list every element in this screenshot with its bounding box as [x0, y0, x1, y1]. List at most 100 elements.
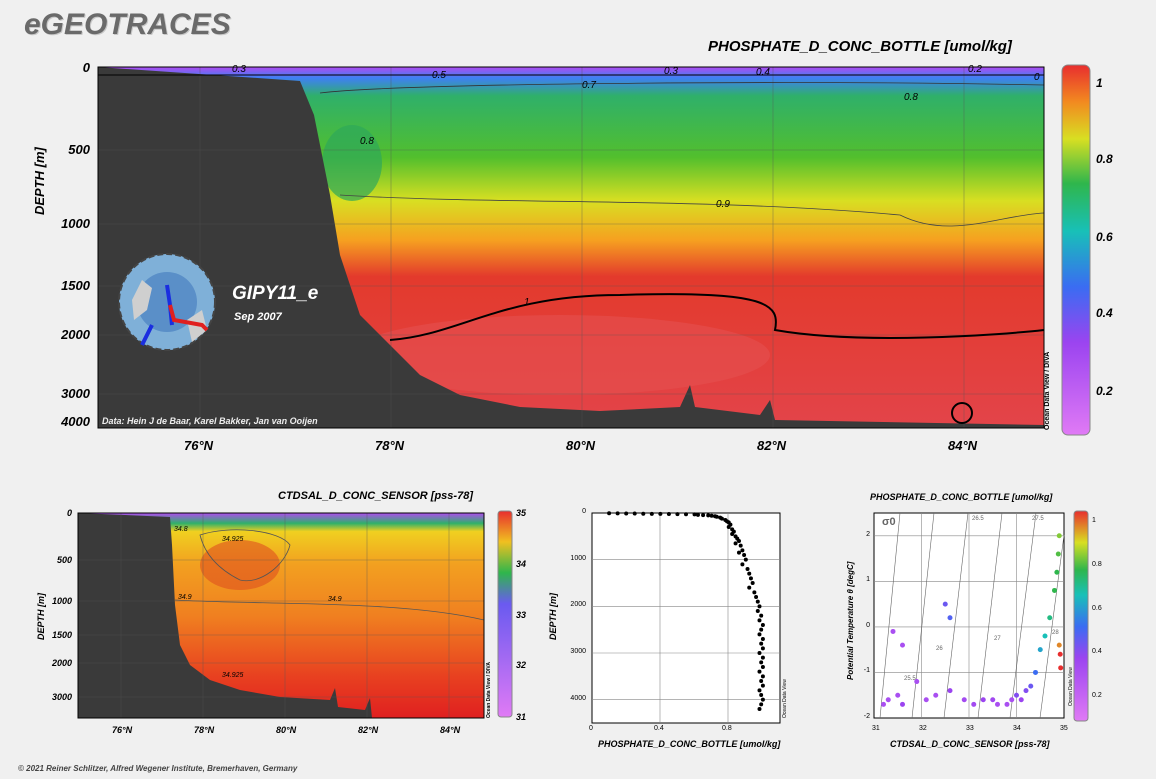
sal-xtick: 78°N [194, 725, 215, 735]
ts-point [1018, 697, 1024, 703]
profile-point [757, 604, 762, 609]
copyright: © 2021 Reiner Schlitzer, Alfred Wegener … [18, 764, 298, 773]
ts-cbar-tick: 0.4 [1092, 648, 1102, 655]
contour-label: 0.8 [360, 136, 374, 147]
profile-point [733, 541, 738, 546]
profile-point [747, 585, 752, 590]
sal-watermark: Ocean Data View / DIVA [486, 662, 492, 718]
main-xtick-2: 80°N [566, 438, 596, 453]
contour-label: 0.2 [968, 64, 982, 75]
sal-xtick: 80°N [276, 725, 297, 735]
profile-ytick: 1000 [570, 555, 586, 562]
profile-point [632, 511, 637, 516]
ts-plot [873, 510, 1089, 722]
sal-cbar-tick: 34 [516, 559, 527, 569]
main-xtick-0: 76°N [184, 438, 214, 453]
main-xtick-3: 82°N [757, 438, 787, 453]
profile-point [740, 562, 745, 567]
ts-ytick: 2 [866, 531, 870, 538]
sal-contour-label: 34.9 [328, 596, 342, 603]
profile-xtick: 0.8 [722, 725, 732, 732]
profile-point [695, 512, 700, 517]
ts-point [881, 701, 886, 707]
profile-ytick: 4000 [570, 695, 586, 702]
profile-point [666, 512, 671, 517]
main-cbar-tick-1: 0.4 [1096, 306, 1113, 320]
ts-point [980, 697, 986, 703]
egeotraces-logo: eGEOTRACES [24, 8, 231, 41]
isopycnal-label: 26.5 [972, 516, 984, 522]
main-cbar-tick-3: 0.8 [1096, 152, 1113, 166]
profile-point [752, 590, 757, 595]
profile-point [714, 514, 719, 519]
ts-cbar-tick: 0.6 [1092, 605, 1102, 612]
ts-point [942, 601, 948, 607]
profile-point [736, 550, 741, 555]
ts-point [1033, 669, 1038, 675]
profile-point [743, 557, 748, 562]
ts-point [1056, 642, 1062, 648]
ts-point [923, 697, 929, 703]
profile-point [760, 646, 765, 651]
ts-watermark: Ocean Data View [1068, 667, 1074, 706]
ts-point [1042, 633, 1048, 639]
profile-point [748, 576, 753, 581]
profile-point [760, 655, 765, 660]
sal-cbar-tick: 32 [516, 660, 527, 670]
profile-point [755, 609, 760, 613]
profile-point [649, 511, 654, 516]
profile-point [757, 688, 762, 693]
ts-point [1037, 647, 1043, 653]
contour-label: 0.7 [582, 80, 596, 91]
contour-label: 0 [1034, 72, 1040, 83]
main-ytick-5: 3000 [61, 386, 90, 401]
profile-xtick: 0 [589, 725, 593, 732]
ts-xtick: 31 [872, 725, 880, 732]
ts-point [1058, 665, 1064, 671]
main-ytick-4: 2000 [61, 327, 90, 342]
profile-point [607, 511, 612, 516]
main-ytick-0: 0 [82, 60, 90, 75]
ts-point [961, 697, 967, 703]
ts-point [1023, 688, 1029, 694]
contour-label: 0.3 [664, 66, 678, 77]
profile-point [745, 567, 750, 571]
ts-point [1009, 697, 1015, 703]
profile-point [736, 539, 741, 543]
ts-cbar-tick: 0.2 [1092, 692, 1102, 699]
land-mask [98, 67, 1044, 428]
sal-ytick: 1000 [51, 596, 72, 606]
profile-point [759, 702, 764, 707]
ts-xtick: 34 [1013, 725, 1021, 732]
profile-point [730, 532, 735, 536]
ts-point [1052, 587, 1057, 593]
profile-point [757, 669, 762, 674]
salinity-section-plot [77, 510, 513, 719]
profile-point [754, 595, 759, 599]
contour-label: 0.9 [716, 199, 730, 210]
sal-ytick: 3000 [51, 692, 72, 702]
ts-point [947, 615, 953, 621]
sal-contour-label: 34.925 [222, 536, 244, 543]
sal-cbar-tick: 35 [516, 508, 527, 518]
main-ytick-1: 500 [68, 142, 90, 157]
ts-ytick: -1 [863, 667, 870, 674]
main-cbar-tick-0: 0.2 [1096, 384, 1113, 398]
ts-point [1054, 569, 1060, 575]
sal-xtick: 76°N [112, 725, 133, 735]
main-section-plot [97, 64, 1091, 436]
profile-ytick: 2000 [570, 601, 586, 608]
inset-map [118, 253, 216, 351]
contour-label: 0.4 [756, 67, 770, 78]
profile-point [719, 516, 724, 521]
profile-watermark: Ocean Data View [782, 679, 788, 718]
profile-point [757, 707, 762, 711]
ts-point [900, 642, 905, 648]
profile-point [760, 623, 765, 627]
main-xtick-1: 78°N [375, 438, 405, 453]
profile-point [760, 683, 765, 688]
profile-ytick: 0 [582, 508, 586, 515]
ts-cbar-tick: 0.8 [1092, 561, 1102, 568]
profile-ylabel: DEPTH [m] [548, 593, 558, 640]
ts-point [933, 692, 939, 698]
